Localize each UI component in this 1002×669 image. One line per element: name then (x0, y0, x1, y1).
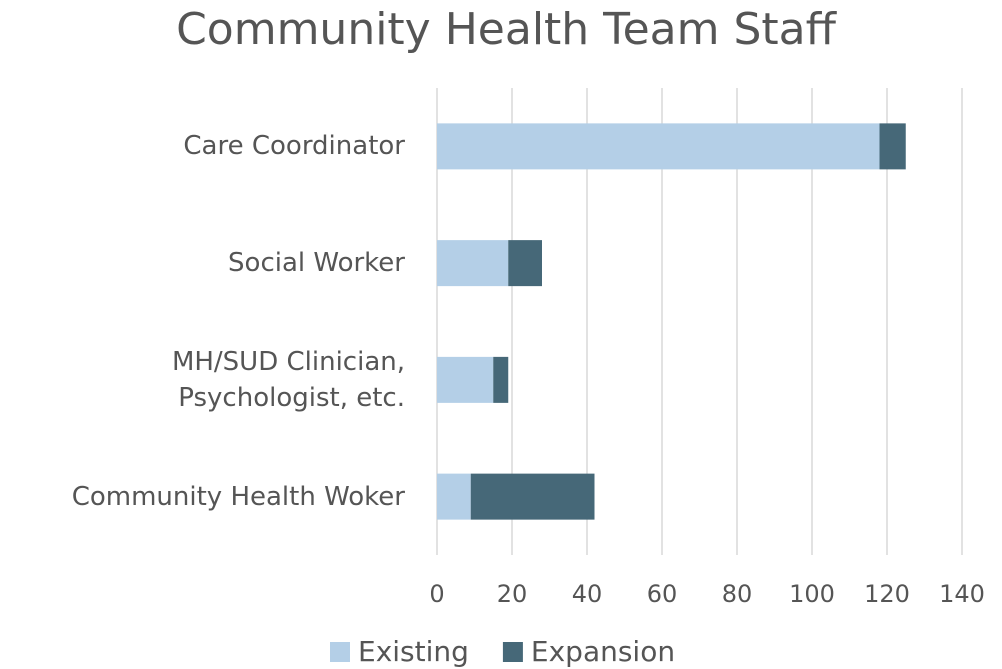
x-tick-label: 60 (647, 580, 678, 608)
bar (508, 240, 542, 287)
x-tick-label: 40 (572, 580, 603, 608)
bar (437, 356, 494, 403)
x-tick-label: 80 (722, 580, 753, 608)
x-tick-label: 120 (864, 580, 910, 608)
y-tick-label: Care Coordinator (183, 131, 405, 162)
x-tick-label: 20 (497, 580, 528, 608)
y-tick-label: Social Worker (228, 248, 405, 279)
legend-label: Expansion (531, 635, 675, 668)
bar (879, 123, 906, 170)
y-tick-label: MH/SUD Clinician, Psychologist, etc. (171, 346, 405, 413)
legend-swatch (330, 642, 350, 662)
bar (437, 123, 880, 170)
bar (493, 356, 509, 403)
bar (470, 473, 595, 520)
chart-title: Community Health Team Staff (176, 4, 838, 55)
legend-swatch (502, 642, 523, 662)
y-tick-label: Community Health Woker (71, 481, 405, 512)
x-tick-label: 0 (429, 580, 444, 608)
bar (437, 473, 471, 520)
x-tick-label: 100 (789, 580, 835, 608)
legend-label: Existing (358, 635, 469, 668)
bar (437, 240, 509, 287)
x-tick-label: 140 (939, 580, 985, 608)
